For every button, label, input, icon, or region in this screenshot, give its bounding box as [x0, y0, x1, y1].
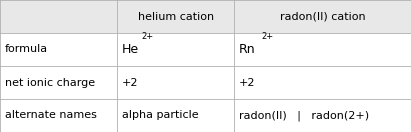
Text: radon(II) cation: radon(II) cation: [280, 11, 365, 22]
Bar: [0, 0, 411, 33]
Text: 2+: 2+: [262, 32, 274, 41]
Text: Rn: Rn: [239, 43, 256, 56]
Text: formula: formula: [5, 44, 48, 55]
Text: 2+: 2+: [142, 32, 154, 41]
Text: +2: +2: [122, 77, 139, 88]
Text: radon(II)   |   radon(2+): radon(II) | radon(2+): [239, 110, 369, 121]
Text: alternate names: alternate names: [5, 110, 97, 121]
Text: alpha particle: alpha particle: [122, 110, 199, 121]
Text: He: He: [122, 43, 139, 56]
Text: helium cation: helium cation: [138, 11, 214, 22]
Text: net ionic charge: net ionic charge: [5, 77, 95, 88]
Text: +2: +2: [239, 77, 256, 88]
